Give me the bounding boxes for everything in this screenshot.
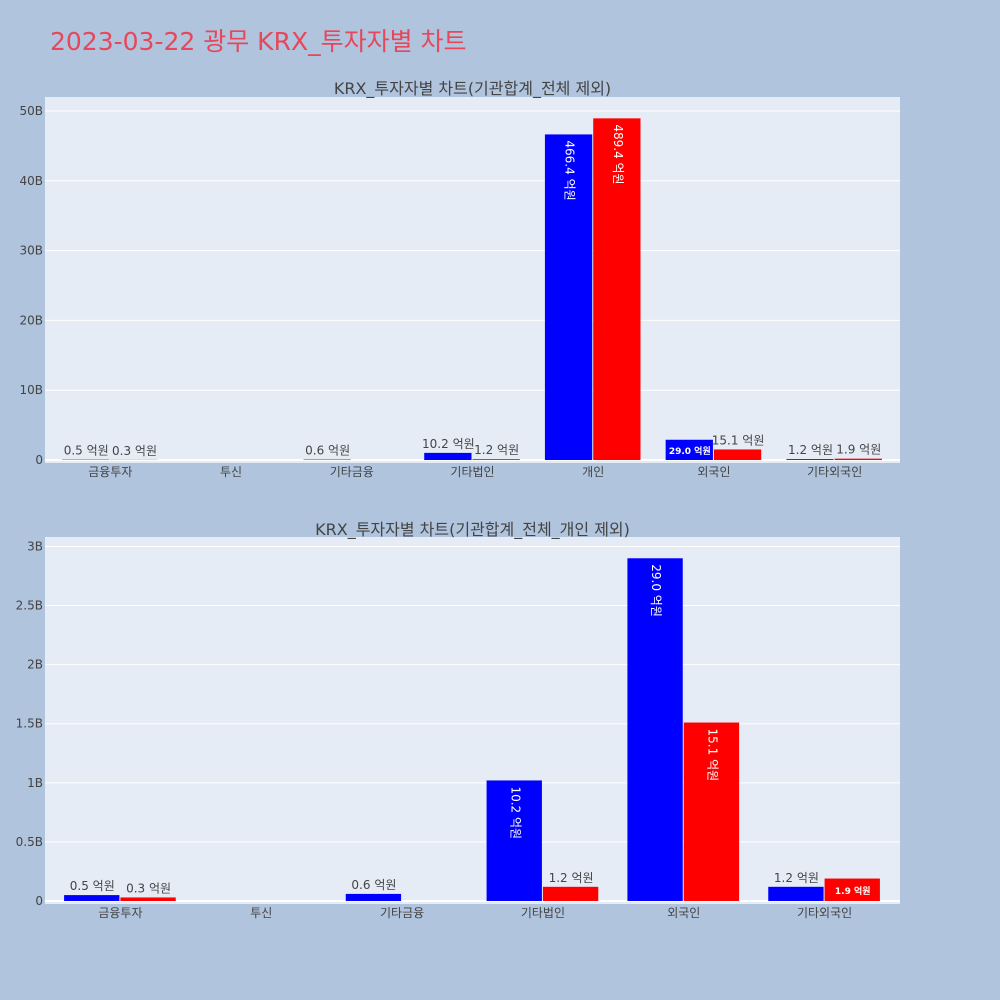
data-label: 1.2 억원 <box>788 443 833 457</box>
bar-series-2 <box>834 458 882 460</box>
x-tick-label: 개인 <box>582 465 604 479</box>
data-label: 15.1 억원 <box>705 729 719 782</box>
bar-series-1 <box>544 134 593 460</box>
chart-title-1: KRX_투자자별 차트(기관합계_전체 제외) <box>334 79 611 99</box>
x-tick-label: 기타외국인 <box>807 465 862 479</box>
x-tick-label: 기타금융 <box>380 906 424 920</box>
bar-series-1 <box>486 780 542 901</box>
data-label: 29.0 억원 <box>669 445 711 457</box>
y-tick-label: 40B <box>19 174 43 188</box>
data-label: 15.1 억원 <box>712 433 765 447</box>
data-label: 1.9 억원 <box>836 443 881 457</box>
data-label: 0.5 억원 <box>64 444 109 458</box>
y-tick-label: 10B <box>19 383 43 397</box>
data-label: 10.2 억원 <box>508 786 522 839</box>
bar-series-1 <box>786 459 834 460</box>
y-tick-label: 2.5B <box>16 599 43 613</box>
bar-series-1 <box>627 558 683 901</box>
x-tick-label: 투신 <box>220 465 242 479</box>
data-label: 0.3 억원 <box>112 444 157 458</box>
data-label: 489.4 억원 <box>611 124 625 184</box>
y-tick-label: 3B <box>27 539 43 553</box>
x-tick-label: 투신 <box>250 906 272 920</box>
plot-area-1 <box>45 97 900 463</box>
y-tick-label: 0.5B <box>16 835 43 849</box>
bar-series-1 <box>424 452 472 460</box>
bar-series-2 <box>683 722 740 901</box>
y-tick-label: 1B <box>27 776 43 790</box>
bar-series-2 <box>593 118 641 461</box>
y-tick-label: 1.5B <box>16 717 43 731</box>
x-tick-label: 외국인 <box>667 906 700 920</box>
x-tick-label: 외국인 <box>697 465 730 479</box>
bar-series-2 <box>542 886 599 901</box>
data-label: 0.5 억원 <box>70 879 115 893</box>
data-label: 29.0 억원 <box>649 564 663 617</box>
data-label: 10.2 억원 <box>422 437 475 451</box>
page-title: 2023-03-22 광무 KRX_투자자별 차트 <box>50 27 467 56</box>
x-tick-label: 기타법인 <box>521 906 565 920</box>
bar-series-2 <box>824 878 880 901</box>
y-tick-label: 0 <box>35 453 43 467</box>
data-label: 0.6 억원 <box>351 878 396 892</box>
y-tick-label: 0 <box>35 894 43 908</box>
y-tick-label: 50B <box>19 104 43 118</box>
bar-series-2 <box>120 897 176 901</box>
data-label: 1.2 억원 <box>774 871 819 885</box>
data-label: 1.2 억원 <box>474 443 519 457</box>
x-tick-label: 기타외국인 <box>797 906 852 920</box>
chart-title-2: KRX_투자자별 차트(기관합계_전체_개인 제외) <box>315 520 630 540</box>
x-tick-label: 기타법인 <box>450 465 494 479</box>
data-label: 0.3 억원 <box>126 881 171 895</box>
bar-series-1 <box>64 895 120 901</box>
y-tick-label: 2B <box>27 658 43 672</box>
bar-series-1 <box>665 439 713 460</box>
data-label: 1.2 억원 <box>549 871 594 885</box>
bar-series-2 <box>472 459 520 460</box>
bar-series-1 <box>768 886 824 901</box>
bar-series-1 <box>345 893 402 901</box>
x-tick-label: 금융투자 <box>88 465 132 479</box>
data-label: 466.4 억원 <box>563 140 577 200</box>
data-label: 0.6 억원 <box>305 444 350 458</box>
y-tick-label: 30B <box>19 244 43 258</box>
y-tick-label: 20B <box>19 313 43 327</box>
bar-series-2 <box>713 449 762 460</box>
data-label: 1.9 억원 <box>835 885 871 897</box>
plot-area-2 <box>45 537 900 904</box>
x-tick-label: 기타금융 <box>330 465 374 479</box>
x-tick-label: 금융투자 <box>98 906 142 920</box>
